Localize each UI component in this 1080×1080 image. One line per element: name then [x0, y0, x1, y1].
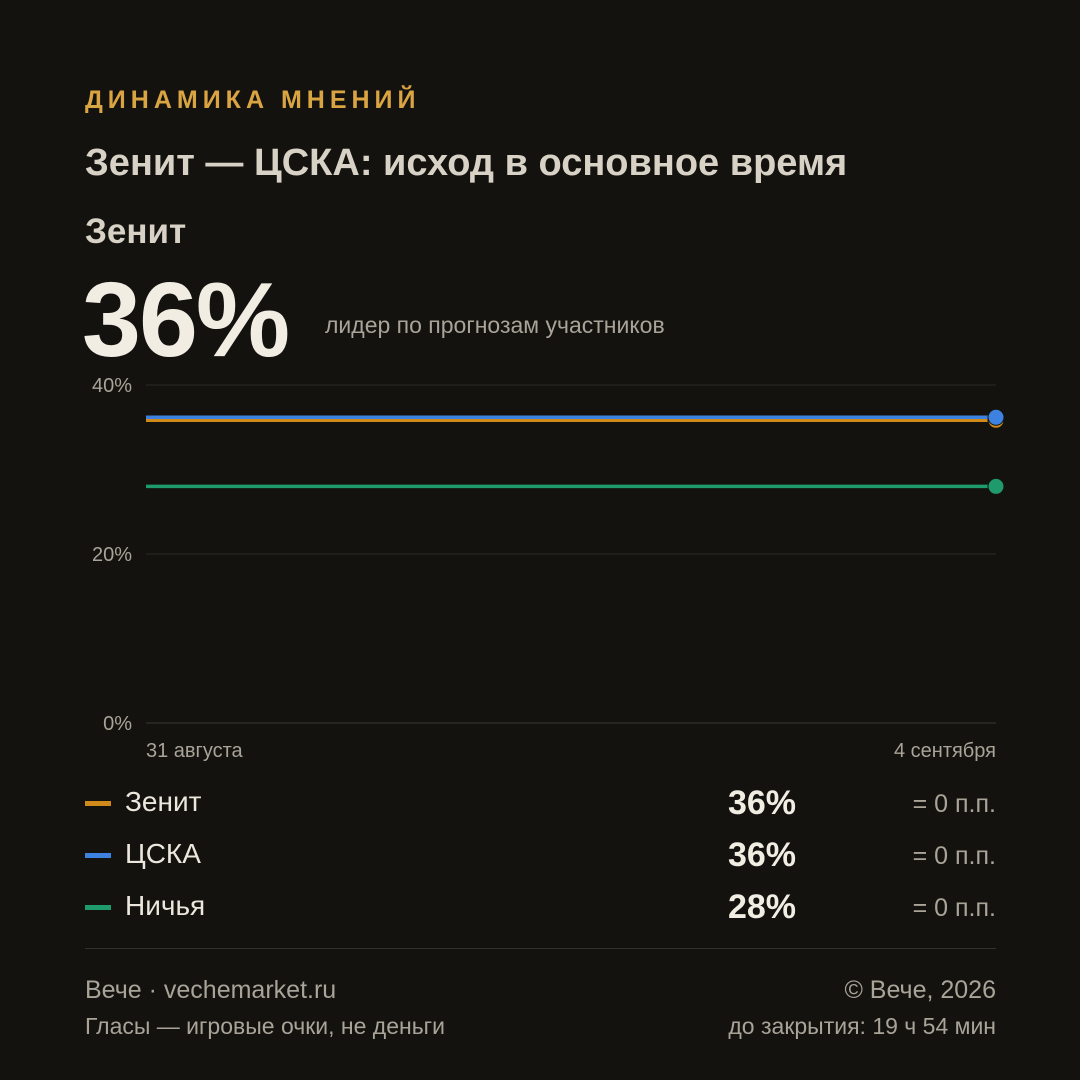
page-title: Зенит — ЦСКА: исход в основное время	[85, 142, 848, 184]
chart-legend: Зенит 36% = 0 п.п. ЦСКА 36% = 0 п.п. Нич…	[85, 782, 996, 938]
leader-percentage: 36%	[82, 261, 290, 379]
legend-row-zenit: Зенит 36% = 0 п.п.	[85, 782, 996, 834]
footer-divider	[85, 948, 996, 949]
legend-delta: = 0 п.п.	[912, 842, 996, 870]
legend-delta: = 0 п.п.	[912, 894, 996, 922]
series-end-marker-1	[987, 408, 1005, 426]
y-tick-label: 0%	[103, 713, 132, 735]
opinion-chart: 0% 20% 40% 31 августа 4 сентября	[92, 375, 1005, 762]
legend-value: 28%	[727, 888, 796, 926]
legend-swatch-cska	[85, 853, 111, 858]
legend-name: Ничья	[125, 890, 206, 921]
legend-value: 36%	[727, 836, 796, 874]
footer-copyright: © Вече, 2026	[844, 976, 996, 1004]
y-tick-label: 20%	[92, 544, 132, 566]
x-tick-label: 4 сентября	[894, 740, 996, 762]
legend-delta: = 0 п.п.	[912, 790, 996, 818]
y-tick-label: 40%	[92, 375, 132, 397]
legend-swatch-draw	[85, 905, 111, 910]
section-kicker: ДИНАМИКА МНЕНИЙ	[85, 86, 421, 114]
legend-name: Зенит	[125, 786, 202, 817]
leader-name: Зенит	[85, 212, 187, 251]
legend-swatch-zenit	[85, 801, 111, 806]
legend-value: 36%	[727, 784, 796, 822]
legend-row-draw: Ничья 28% = 0 п.п.	[85, 886, 996, 938]
legend-name: ЦСКА	[125, 838, 201, 869]
x-tick-label: 31 августа	[146, 740, 244, 762]
footer-brand: Вече · vechemarket.ru	[85, 976, 337, 1004]
leader-caption: лидер по прогнозам участников	[325, 312, 665, 338]
footer-closing-time: до закрытия: 19 ч 54 мин	[728, 1013, 996, 1039]
series-end-marker-2	[987, 477, 1005, 495]
footer-note: Гласы — игровые очки, не деньги	[85, 1013, 445, 1039]
legend-row-cska: ЦСКА 36% = 0 п.п.	[85, 834, 996, 886]
